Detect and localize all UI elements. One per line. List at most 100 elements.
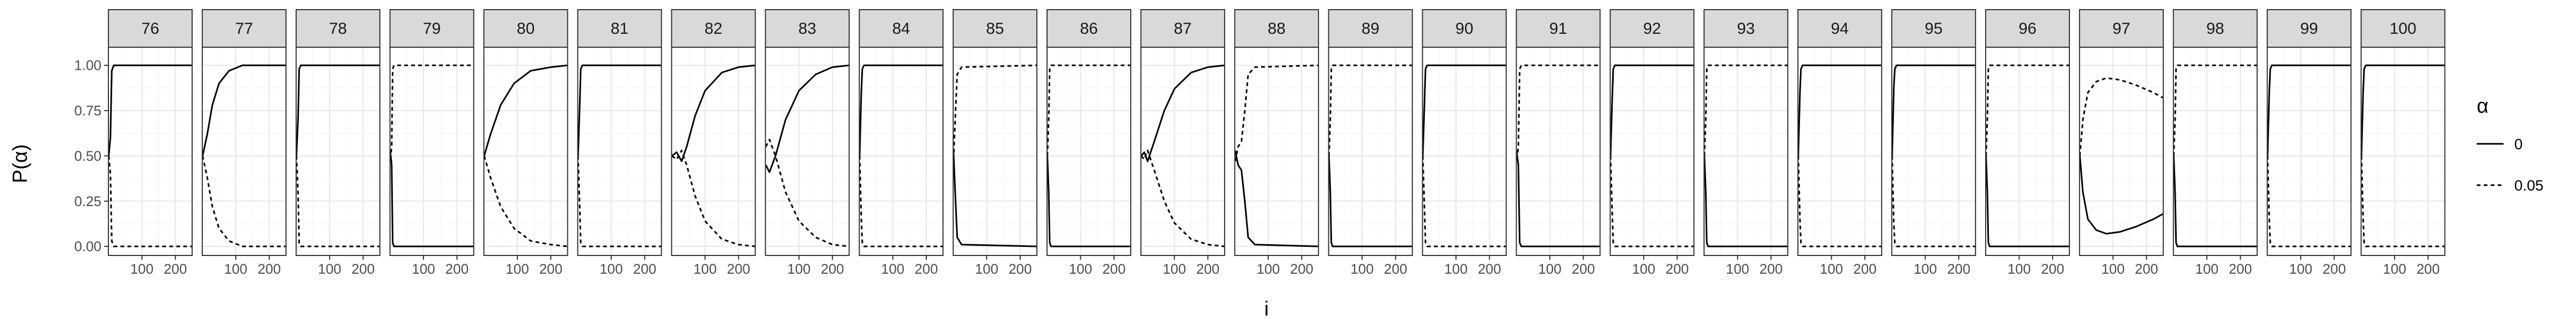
x-tick-label: 100 [130, 261, 153, 277]
x-tick-label: 100 [1069, 261, 1092, 277]
x-tick-label: 100 [787, 261, 810, 277]
series-line-0 [2172, 156, 2257, 247]
facet-panel-bg [859, 47, 943, 255]
facet-strip [108, 9, 193, 48]
facet-85: 85 100 200 [953, 9, 1038, 277]
facet-86: 86 100 200 [1046, 9, 1131, 277]
x-tick-label: 200 [1478, 261, 1501, 277]
facet-82: 82 100 200 [671, 9, 756, 277]
facet-83: 83 100 200 [765, 9, 850, 277]
facet-panel-border [1140, 47, 1225, 256]
series-line-0 [1422, 64, 1506, 156]
facet-strip [1609, 9, 1695, 48]
facet-panel-bg [1422, 47, 1506, 255]
facet-panel-border [1328, 47, 1413, 256]
series-line-0.05 [1797, 156, 1882, 247]
x-tick-label: 100 [2102, 261, 2125, 277]
facet-strip-label: 83 [799, 20, 816, 38]
x-tick-label: 100 [1350, 261, 1373, 277]
facet-97: 97 100 200 [2079, 9, 2164, 277]
facet-strip-label: 88 [1268, 20, 1285, 38]
x-tick-label: 100 [2196, 261, 2219, 277]
facet-panel-border [671, 47, 756, 256]
series-line-0.05 [1891, 156, 1976, 247]
x-tick-label: 200 [1947, 261, 1970, 277]
facet-panel-border [108, 47, 193, 256]
facet-81: 81 100 200 [577, 9, 662, 277]
facet-panel-border [1046, 47, 1131, 256]
facet-99: 99 100 200 [2266, 9, 2352, 277]
x-tick-label: 100 [506, 261, 529, 277]
facet-panel-border [1891, 47, 1977, 256]
series-line-0.05 [1328, 64, 1413, 156]
facet-strip-label: 79 [423, 20, 441, 38]
facet-panel-border [1985, 47, 2070, 256]
facet-95: 95 100 200 [1891, 9, 1977, 277]
facet-strip [1703, 9, 1789, 48]
facet-panel-bg [202, 47, 286, 255]
facet-93: 93 100 200 [1703, 9, 1789, 277]
facet-panel-border [2266, 47, 2352, 256]
x-tick-label: 100 [224, 261, 247, 277]
series-line-0 [1891, 64, 1976, 156]
facet-panel-border [1609, 47, 1695, 256]
x-tick-label: 100 [2383, 261, 2406, 277]
facet-84: 84 100 200 [859, 9, 944, 277]
series-line-0 [2079, 156, 2164, 235]
x-tick-label: 200 [1666, 261, 1689, 277]
series-line-0 [671, 64, 756, 163]
facet-panel-bg [2267, 47, 2351, 255]
series-line-0 [1516, 152, 1600, 247]
x-tick-label: 200 [2323, 261, 2346, 277]
series-line-0.05 [1703, 64, 1788, 156]
facet-strip [2266, 9, 2352, 48]
facet-strip-label: 97 [2112, 20, 2130, 38]
facet-strip-label: 93 [1737, 20, 1755, 38]
facet-strip-label: 82 [705, 20, 722, 38]
x-tick-label: 100 [1163, 261, 1186, 277]
facet-77: 77 100 200 [201, 9, 287, 277]
facet-strip [2172, 9, 2258, 48]
facet-strip-label: 76 [141, 20, 159, 38]
x-tick-label: 200 [1196, 261, 1219, 277]
x-tick-label: 100 [2289, 261, 2312, 277]
series-line-0 [1797, 64, 1882, 156]
series-line-0.05 [202, 156, 286, 247]
facet-strip-label: 87 [1174, 20, 1191, 38]
series-line-0.05 [2266, 156, 2351, 247]
x-tick-label: 200 [914, 261, 938, 277]
facet-strip-label: 85 [986, 20, 1004, 38]
x-tick-label: 100 [1914, 261, 1937, 277]
facet-panel-bg [108, 47, 192, 255]
x-axis-title: i [1264, 298, 1269, 320]
facet-panel-bg [577, 47, 662, 255]
facet-strip-label: 80 [517, 20, 535, 38]
series-line-0 [2266, 64, 2351, 156]
x-tick-label: 100 [1820, 261, 1843, 277]
series-line-0 [1328, 156, 1413, 247]
facet-panel-border [483, 47, 568, 256]
facet-strip-label: 91 [1549, 20, 1567, 38]
series-line-0 [2360, 64, 2445, 156]
facet-strip [953, 9, 1038, 48]
facet-panel-border [1422, 47, 1507, 256]
facet-strip-label: 77 [235, 20, 253, 38]
facet-panel-bg [1140, 47, 1225, 255]
series-line-0 [1703, 156, 1788, 247]
facet-98: 98 100 200 [2172, 9, 2258, 277]
series-line-0.05 [1516, 64, 1600, 160]
facet-strip [201, 9, 287, 48]
x-tick-label: 200 [164, 261, 187, 277]
x-tick-label: 200 [1290, 261, 1313, 277]
facet-strip-label: 99 [2300, 20, 2318, 38]
x-tick-label: 200 [539, 261, 562, 277]
x-tick-label: 100 [693, 261, 716, 277]
y-tick-label: 1.00 [74, 57, 101, 74]
series-line-0.05 [1422, 156, 1506, 247]
y-axis-title: P(α) [9, 144, 32, 184]
x-tick-label: 100 [975, 261, 998, 277]
facet-92: 92 100 200 [1609, 9, 1695, 277]
facet-strip-label: 94 [1831, 20, 1849, 38]
legend-label-0: 0 [2514, 136, 2523, 152]
